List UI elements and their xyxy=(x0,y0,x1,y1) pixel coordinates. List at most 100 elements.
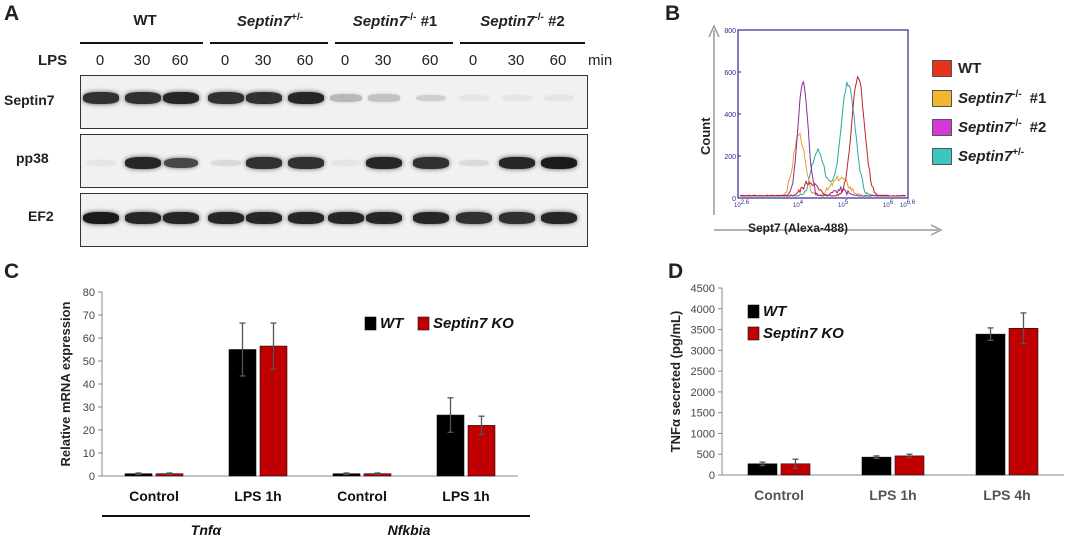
histogram-curves xyxy=(739,75,906,197)
blot-band xyxy=(83,92,119,104)
blot-band xyxy=(458,94,490,102)
y-tick-label: 3500 xyxy=(691,325,715,337)
row-label-septin7: Septin7 xyxy=(4,92,55,108)
chart-c-legend: WT Septin7 KO xyxy=(364,315,514,332)
blot-band xyxy=(366,212,402,224)
blot-band xyxy=(413,157,449,169)
y-tick-label: 1000 xyxy=(691,428,715,440)
histogram-x-tick: 104 xyxy=(793,200,804,209)
chart-d-legend: WT Septin7 KO xyxy=(747,303,844,342)
group-label-ko2: Septin7-/- #2 xyxy=(480,12,565,30)
histogram-legend-item: WT xyxy=(932,60,981,77)
blot-band xyxy=(415,94,447,102)
min-unit-label: min xyxy=(588,52,613,69)
blot-band xyxy=(368,94,400,102)
group-underline xyxy=(210,42,328,44)
chart-c-y-label: Relative mRNA expression xyxy=(58,301,73,466)
blot-band xyxy=(288,157,324,169)
legend-swatch xyxy=(932,118,952,136)
legend-swatch xyxy=(932,147,952,165)
y-tick-label: 40 xyxy=(83,379,95,391)
group-label-het: Septin7+/- xyxy=(236,12,304,30)
blot-band xyxy=(210,159,242,167)
time-point-label: 60 xyxy=(421,52,439,69)
histogram-y-tick: 800 xyxy=(724,28,736,35)
histogram-x-tick: 106 xyxy=(883,200,894,209)
legend-label: Septin7-/- #2 xyxy=(958,118,1047,136)
time-point-label: 0 xyxy=(220,52,230,69)
y-tick-label: 4500 xyxy=(691,283,715,295)
blot-band xyxy=(458,159,490,167)
y-tick-label: 2500 xyxy=(691,366,715,378)
histogram-x-tick: 105 xyxy=(838,200,849,209)
group-label: Tnfα xyxy=(191,522,223,538)
chart-d-axis: 0 500 1000 1500 2000 2500 3000 3500 4000 4500 Cont… xyxy=(691,283,1064,503)
histogram-y-ticks: 800 600 400 200 0 xyxy=(724,28,741,203)
group-underline xyxy=(460,42,585,44)
blot-band xyxy=(125,92,161,104)
histogram-x-tick: 106.6 xyxy=(900,200,916,209)
legend-label: Septin7 KO xyxy=(763,325,844,342)
blot-band xyxy=(246,92,282,104)
panel-label-d: D xyxy=(668,260,684,283)
x-category-label: LPS 1h xyxy=(869,487,916,503)
blot-band xyxy=(330,159,362,167)
histogram-curve-ko1 xyxy=(740,131,906,197)
blot-band xyxy=(501,94,533,102)
y-tick-label: 4000 xyxy=(691,304,715,316)
blot-band xyxy=(83,212,119,224)
chart-d-y-label: TNFα secreted (pg/mL) xyxy=(668,311,683,453)
x-category-label: Control xyxy=(754,487,804,503)
time-point-label: 0 xyxy=(340,52,350,69)
blot-band xyxy=(125,157,161,169)
histogram-y-tick: 400 xyxy=(724,112,736,119)
y-axis-arrowhead xyxy=(708,24,720,38)
histogram-legend-item: Septin7-/- #2 xyxy=(932,118,1046,136)
histogram-x-tick: 102.6 xyxy=(734,200,750,209)
bar-ko xyxy=(1008,328,1039,476)
panel-label-c: C xyxy=(4,260,20,283)
blot-band xyxy=(208,212,244,224)
y-tick-label: 3000 xyxy=(691,345,715,357)
blot-band xyxy=(163,157,199,169)
chart-c-bars xyxy=(124,322,496,477)
panel-label-a: A xyxy=(4,2,20,25)
y-tick-label: 30 xyxy=(83,402,95,414)
bar-ko xyxy=(894,455,925,476)
bar-wt xyxy=(975,333,1006,476)
legend-label: Septin7 KO xyxy=(433,315,514,332)
y-tick-label: 0 xyxy=(89,471,95,483)
blot-band xyxy=(163,92,199,104)
group-underline xyxy=(335,42,453,44)
bar-wt xyxy=(861,456,892,476)
blot-band xyxy=(125,212,161,224)
x-category-label: LPS 4h xyxy=(983,487,1030,503)
time-point-label: 30 xyxy=(133,52,151,69)
histogram-curve-het xyxy=(739,81,906,197)
histogram-y-tick: 600 xyxy=(724,70,736,77)
y-tick-label: 50 xyxy=(83,356,95,368)
time-point-label: 60 xyxy=(171,52,189,69)
legend-swatch xyxy=(932,89,952,107)
x-axis-arrowhead xyxy=(930,224,943,236)
blot-band xyxy=(413,212,449,224)
blot-ef2 xyxy=(80,193,588,247)
blot-band xyxy=(499,212,535,224)
legend-swatch xyxy=(747,326,760,341)
legend-label: WT xyxy=(763,303,788,320)
time-point-label: 30 xyxy=(374,52,392,69)
lps-label: LPS xyxy=(38,52,68,69)
blot-band xyxy=(288,92,324,104)
y-tick-label: 70 xyxy=(83,310,95,322)
time-point-label: 60 xyxy=(296,52,314,69)
x-category-label: LPS 1h xyxy=(234,488,281,504)
y-tick-label: 1500 xyxy=(691,408,715,420)
histogram-curve-ko2 xyxy=(739,80,906,197)
y-tick-label: 80 xyxy=(83,287,95,299)
blot-band xyxy=(288,212,324,224)
blot-band xyxy=(541,212,577,224)
histogram-x-label: Sept7 (Alexa-488) xyxy=(748,221,848,235)
time-point-label: 30 xyxy=(507,52,525,69)
panel-label-b: B xyxy=(665,2,681,25)
